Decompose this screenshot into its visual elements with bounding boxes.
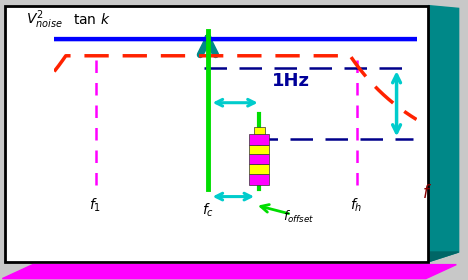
Polygon shape xyxy=(428,6,459,262)
Bar xyxy=(249,145,269,154)
Text: 1Hz: 1Hz xyxy=(272,72,310,90)
Bar xyxy=(249,174,269,185)
Bar xyxy=(249,134,269,145)
Bar xyxy=(254,127,265,134)
Text: $f_1$: $f_1$ xyxy=(89,196,102,214)
Text: $f_{offset}$: $f_{offset}$ xyxy=(283,209,314,225)
Bar xyxy=(249,154,269,164)
Polygon shape xyxy=(5,252,459,262)
Text: $f_c$: $f_c$ xyxy=(202,201,214,219)
Text: $f$: $f$ xyxy=(423,185,432,202)
Text: $f_h$: $f_h$ xyxy=(351,196,363,214)
Text: $V^{2}_{noise}$: $V^{2}_{noise}$ xyxy=(26,8,63,31)
Polygon shape xyxy=(2,265,456,279)
Text: $\tan\,k$: $\tan\,k$ xyxy=(73,12,110,27)
Bar xyxy=(249,164,269,174)
